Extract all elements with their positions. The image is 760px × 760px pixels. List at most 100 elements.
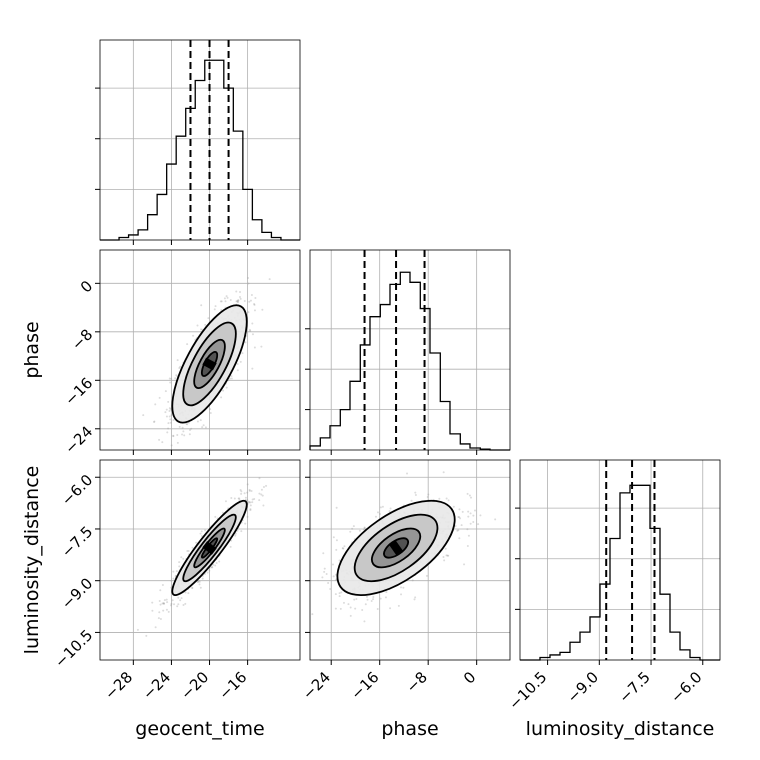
scatter-panel-geocent-time-vs-luminosity-distance: −10.5 −9.0 −7.5 −6.0 (51, 459, 301, 671)
sample-point (241, 352, 244, 355)
sample-point (229, 298, 232, 301)
sample-point (172, 435, 175, 438)
contour-line (336, 499, 456, 597)
sample-point (248, 501, 251, 504)
sample-point (219, 300, 222, 303)
sample-point (181, 426, 184, 429)
sample-point (234, 534, 237, 537)
sample-point (467, 534, 470, 537)
panel-frame (309, 459, 511, 661)
sample-point (237, 301, 240, 304)
sample-point (153, 421, 156, 424)
sample-point (246, 515, 249, 518)
sample-point (363, 620, 366, 623)
sample-point (214, 564, 217, 567)
sample-point (339, 607, 342, 610)
sample-point (268, 278, 271, 281)
y-tick-label: −8 (68, 325, 96, 353)
sample-point (338, 595, 341, 598)
x-tick-label: −8 (403, 668, 431, 696)
sample-point (200, 530, 203, 533)
sample-point (246, 483, 249, 486)
sample-point (494, 518, 497, 521)
sample-point (170, 377, 173, 380)
x-tick-label: −10.5 (505, 668, 550, 713)
sample-point (222, 389, 225, 392)
sample-point (199, 586, 202, 589)
plot-area (307, 460, 510, 660)
sample-point (211, 566, 214, 569)
x-tick-label: −9.0 (564, 668, 602, 706)
sample-point (323, 570, 326, 573)
sample-point (445, 554, 448, 557)
sample-point (374, 515, 377, 518)
x-axis-title-luminosity-distance: luminosity_distance (526, 718, 715, 740)
sample-point (168, 415, 171, 418)
x-tick-label: −16 (215, 668, 250, 703)
sample-point (458, 508, 461, 511)
sample-point (325, 573, 328, 576)
sample-point (262, 486, 265, 489)
sample-point (258, 499, 261, 502)
sample-point (158, 611, 161, 614)
sample-point (248, 300, 251, 303)
sample-point (389, 507, 392, 510)
sample-point (145, 634, 148, 637)
sample-point (220, 396, 223, 399)
sample-point (235, 300, 238, 303)
sample-point (136, 628, 139, 631)
sample-point (343, 545, 346, 548)
y-tick-label: 0 (77, 277, 96, 296)
sample-point (410, 499, 413, 502)
sample-point (165, 598, 168, 601)
y-tick-label: −7.5 (58, 523, 96, 561)
sample-point (162, 602, 165, 605)
sample-point (158, 396, 161, 399)
sample-point (220, 300, 223, 303)
sample-point (365, 595, 368, 598)
contour-line (353, 513, 439, 583)
contour-line (371, 527, 422, 569)
sample-point (168, 407, 171, 410)
sample-point (341, 547, 344, 550)
contour-line (200, 537, 219, 559)
sample-point (248, 489, 251, 492)
sample-point (179, 365, 182, 368)
sample-point (188, 433, 191, 436)
sample-point (164, 390, 167, 393)
sample-point (178, 366, 181, 369)
sample-point (364, 603, 367, 606)
sample-point (224, 500, 227, 503)
sample-point (172, 577, 175, 580)
contour-line (200, 350, 219, 377)
sample-point (253, 302, 256, 305)
sample-point (197, 581, 200, 584)
sample-point (366, 598, 369, 601)
sample-point (195, 541, 198, 544)
sample-point (469, 512, 472, 515)
sample-point (159, 618, 162, 621)
sample-point (459, 517, 462, 520)
sample-point (466, 544, 469, 547)
sample-point (204, 426, 207, 429)
histogram-panel-luminosity-distance (515, 459, 721, 665)
sample-point (307, 572, 309, 574)
sample-point (170, 444, 173, 447)
sample-point (474, 509, 477, 512)
sample-point (178, 565, 181, 568)
y-tick-label: −6.0 (58, 471, 96, 509)
sample-point (158, 438, 161, 441)
sample-point (362, 528, 365, 531)
contour-line (193, 527, 226, 569)
sample-point (355, 598, 358, 601)
panel-frame (309, 249, 511, 451)
sample-point (237, 299, 240, 302)
y-tick-label: −24 (61, 422, 96, 457)
x-tick-label: −6.0 (667, 668, 705, 706)
sample-point (249, 501, 252, 504)
sample-point (236, 300, 239, 303)
sample-point (207, 317, 210, 320)
sample-point (162, 602, 165, 605)
sample-point (199, 532, 202, 535)
